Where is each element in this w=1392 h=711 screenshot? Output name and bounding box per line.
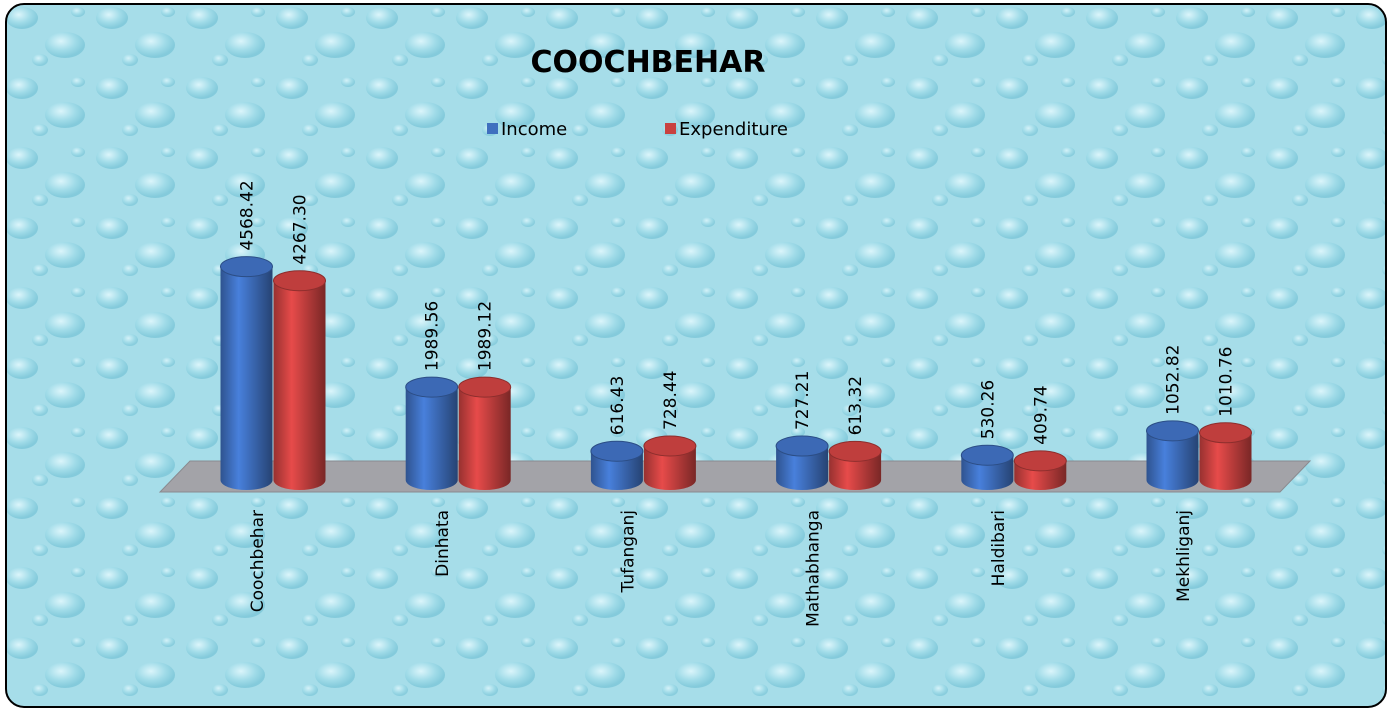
value-label: 409.74 xyxy=(1031,385,1051,444)
bar-top xyxy=(220,256,273,278)
value-label: 728.44 xyxy=(661,370,681,429)
bar xyxy=(1199,422,1252,490)
bar-body xyxy=(829,451,882,490)
value-label: 1010.76 xyxy=(1217,346,1237,416)
value-label: 530.26 xyxy=(978,380,998,439)
value-label: 1989.56 xyxy=(423,301,443,371)
bar xyxy=(828,440,882,490)
bar-body xyxy=(1146,430,1199,490)
bar xyxy=(273,270,326,490)
x-tick-label: Haldibari xyxy=(989,510,1009,586)
bar-top xyxy=(775,435,829,457)
x-tick-label: Tufanganj xyxy=(618,510,638,593)
bar-top xyxy=(1146,420,1199,442)
x-tick-label: Mathabhanga xyxy=(804,510,824,627)
bar-body xyxy=(405,387,458,490)
bar-top xyxy=(960,444,1014,466)
value-label: 613.32 xyxy=(846,376,866,435)
bar-body xyxy=(458,387,511,490)
bar-body xyxy=(776,446,829,490)
bar xyxy=(458,376,512,490)
bar-top xyxy=(273,270,326,292)
bar xyxy=(775,435,829,490)
legend-label: Expenditure xyxy=(679,119,788,140)
legend-swatch xyxy=(665,123,676,134)
bar xyxy=(590,440,644,490)
bar-body xyxy=(643,445,696,490)
value-label: 4568.42 xyxy=(238,180,258,250)
bar-body xyxy=(590,451,643,490)
bar-top xyxy=(590,440,644,462)
bar-top xyxy=(405,376,459,398)
bar-top xyxy=(1199,422,1252,444)
bar xyxy=(1146,420,1199,490)
bar-body xyxy=(220,266,273,490)
bar xyxy=(1013,450,1067,490)
x-tick-label: Mekhliganj xyxy=(1174,510,1194,602)
bar xyxy=(220,256,273,490)
value-label: 4267.30 xyxy=(291,194,311,264)
bar-top xyxy=(458,376,512,398)
value-label: 1989.12 xyxy=(476,301,496,371)
x-tick-label: Coochbehar xyxy=(248,510,268,612)
legend-label: Income xyxy=(501,119,567,140)
bar-body xyxy=(1199,432,1252,490)
bar xyxy=(960,444,1014,490)
floor xyxy=(158,460,1312,493)
bar-top xyxy=(643,435,697,457)
bar-body xyxy=(273,280,326,490)
bar-top xyxy=(828,440,882,462)
chart-title: COOCHBEHAR xyxy=(531,45,766,80)
value-label: 1052.82 xyxy=(1164,345,1184,415)
legend-swatch xyxy=(487,123,498,134)
bar xyxy=(405,376,459,490)
value-label: 616.43 xyxy=(608,376,628,435)
x-tick-label: Dinhata xyxy=(433,510,453,577)
chart-frame xyxy=(5,3,1387,708)
bar xyxy=(643,435,697,490)
value-label: 727.21 xyxy=(793,371,813,430)
bar-top xyxy=(1013,450,1067,472)
